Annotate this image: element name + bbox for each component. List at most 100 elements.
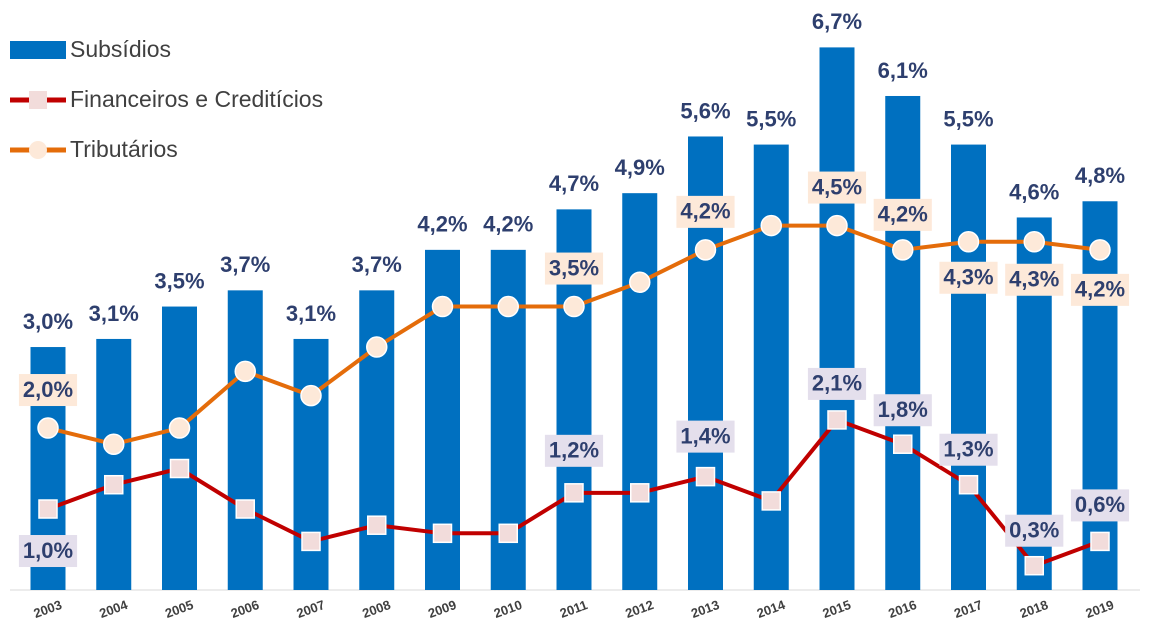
label-box: [18, 374, 78, 407]
data-label: 4,2%: [1070, 273, 1130, 306]
bar-value-label: 5,6%: [680, 98, 730, 123]
x-tick-label: 2004: [97, 597, 130, 621]
line-value-label: 1,8%: [878, 397, 928, 422]
marker: [234, 360, 256, 383]
x-tick-label: 2012: [623, 597, 655, 621]
bar: [819, 47, 855, 591]
x-tick-label: 2010: [492, 597, 524, 621]
marker: [235, 499, 255, 519]
bar-value-label: 4,6%: [1009, 179, 1059, 204]
marker: [1090, 531, 1110, 552]
data-label: 0,6%: [1070, 489, 1130, 522]
data-label: 4,3%: [1005, 263, 1064, 296]
marker: [168, 417, 191, 439]
line-value-label: 0,6%: [1075, 492, 1125, 517]
label-box: [1005, 263, 1064, 296]
bar-value-label: 3,0%: [23, 309, 73, 334]
bar: [96, 338, 132, 590]
marker: [564, 483, 584, 503]
line-value-label: 3,5%: [549, 255, 599, 280]
line-value-label: 0,3%: [1009, 518, 1059, 543]
marker: [497, 295, 519, 318]
marker: [367, 515, 387, 535]
data-label: 4,2%: [873, 198, 932, 231]
x-tick-label: 2016: [886, 597, 918, 621]
marker: [301, 531, 321, 552]
label-box: [1005, 514, 1064, 547]
marker: [630, 483, 650, 503]
bar-value-label: 4,8%: [1075, 163, 1125, 188]
bar-value-label: 3,5%: [154, 268, 204, 293]
bar-value-label: 5,5%: [943, 106, 993, 131]
legend-marker: [29, 141, 47, 159]
data-label: 4,5%: [807, 171, 867, 204]
line-value-label: 1,3%: [943, 437, 993, 462]
marker: [37, 417, 59, 439]
marker: [432, 523, 453, 544]
data-label: 2,1%: [807, 367, 867, 400]
bar-value-label: 4,9%: [615, 155, 665, 180]
data-label: 1,2%: [544, 434, 604, 467]
data-label: 2,0%: [18, 374, 78, 407]
bar-value-label: 3,7%: [220, 252, 270, 277]
line-value-label: 2,1%: [812, 371, 862, 396]
x-tick-label: 2003: [31, 597, 63, 621]
bar-value-label: 6,1%: [878, 58, 928, 83]
marker: [695, 466, 716, 487]
x-tick-label: 2005: [163, 597, 195, 621]
x-tick-label: 2009: [426, 597, 458, 621]
x-tick-label: 2006: [229, 597, 261, 621]
x-tick-label: 2017: [952, 597, 984, 621]
marker: [1089, 239, 1111, 261]
line-value-label: 4,2%: [1075, 277, 1125, 302]
bar: [227, 290, 263, 590]
marker: [498, 523, 518, 544]
data-label: 1,0%: [18, 535, 78, 568]
marker: [827, 410, 847, 430]
x-tick-label: 2013: [689, 597, 721, 621]
x-tick-label: 2018: [1018, 597, 1050, 621]
marker: [958, 474, 979, 495]
marker: [563, 295, 585, 318]
bar: [885, 95, 921, 591]
marker: [103, 433, 125, 455]
legend-marker: [29, 91, 47, 109]
bar-value-label: 4,2%: [483, 212, 533, 237]
bar-value-label: 3,7%: [352, 252, 402, 277]
marker: [366, 336, 388, 358]
line-value-label: 1,0%: [23, 538, 73, 563]
marker: [694, 239, 717, 261]
line-value-label: 4,2%: [878, 202, 928, 227]
marker: [38, 499, 58, 519]
line-value-label: 1,2%: [549, 438, 599, 463]
line-value-label: 4,2%: [680, 199, 730, 224]
x-tick-label: 2014: [755, 597, 788, 621]
marker: [300, 384, 322, 407]
marker: [431, 295, 454, 318]
marker: [1024, 555, 1044, 576]
bar: [359, 290, 395, 590]
label-box: [18, 535, 78, 568]
legend-label: Financeiros e Creditícios: [70, 86, 323, 112]
bar-value-label: 4,7%: [549, 171, 599, 196]
marker: [892, 239, 914, 261]
marker: [629, 271, 651, 294]
data-label: 4,2%: [676, 195, 735, 228]
bar: [293, 338, 329, 590]
data-label: 1,3%: [939, 433, 998, 466]
x-tick-label: 2011: [558, 597, 590, 621]
line-value-label: 4,5%: [812, 174, 862, 199]
x-tick-label: 2015: [820, 597, 852, 621]
bar: [1082, 201, 1118, 590]
legend-label: Tributários: [70, 136, 178, 162]
bar: [753, 144, 789, 591]
label-box: [939, 433, 998, 466]
bar-value-label: 3,1%: [89, 301, 139, 326]
marker: [169, 458, 190, 479]
bar: [951, 144, 986, 591]
label-box: [807, 367, 867, 400]
marker: [826, 214, 848, 237]
bar-value-label: 6,7%: [812, 9, 862, 34]
data-label: 4,3%: [939, 261, 998, 294]
